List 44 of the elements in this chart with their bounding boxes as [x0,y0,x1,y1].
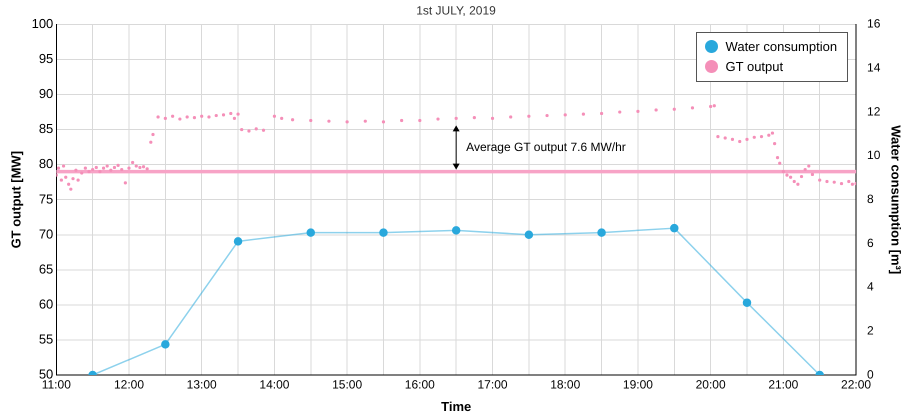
annotation: Average GT output 7.6 MW/hr [466,140,626,154]
point [524,230,534,240]
point [742,298,752,307]
y-tick-label: 55 [38,332,54,347]
y-tick-label: 70 [38,226,54,242]
y-tick-label: 60 [38,296,54,312]
point [234,237,242,246]
y2-tick-label: 12 [867,104,881,118]
y-axis-title: GT output [MW] [8,150,24,248]
x-tick-label: 14:00 [259,378,290,392]
point [670,224,679,232]
legend-label: GT output [726,59,784,74]
x-axis-title: Time [441,398,472,414]
y-tick-label: 90 [38,86,54,102]
y-tick-label: 75 [38,191,54,206]
y-tick-label: 100 [32,16,54,31]
x-tick-label: 12:00 [114,378,144,392]
x-tick-label: 11:00 [42,378,72,392]
y-tick-label: 85 [38,121,54,136]
x-tick-label: 13:00 [186,378,218,392]
point [452,226,460,235]
chart-title: 1st JULY, 2019 [416,4,496,18]
y-tick-label: 65 [38,261,54,276]
point [379,228,388,237]
y2-tick-label: 2 [867,323,874,338]
x-tick-label: 21:00 [768,378,799,392]
y2-tick-label: 14 [867,60,881,75]
x-tick-label: 15:00 [332,378,362,392]
y2-tick-label: 4 [867,280,874,294]
y2-tick-label: 6 [867,236,874,250]
y2-axis-title: Water consumption [m³] [888,125,904,274]
x-tick-label: 17:00 [478,378,508,392]
x-tick-label: 19:00 [622,378,654,392]
x-tick-label: 20:00 [696,378,726,392]
legend-label: Water consumption [726,39,838,54]
point [306,228,316,237]
x-tick-label: 18:00 [550,378,581,392]
x-tick-label: 16:00 [404,378,436,392]
y2-tick-label: 16 [867,16,881,31]
y2-tick-label: 10 [867,148,881,162]
point [597,228,606,237]
y-tick-label: 80 [38,156,54,172]
y-tick-label: 95 [38,51,54,66]
y2-tick-label: 8 [867,192,874,206]
